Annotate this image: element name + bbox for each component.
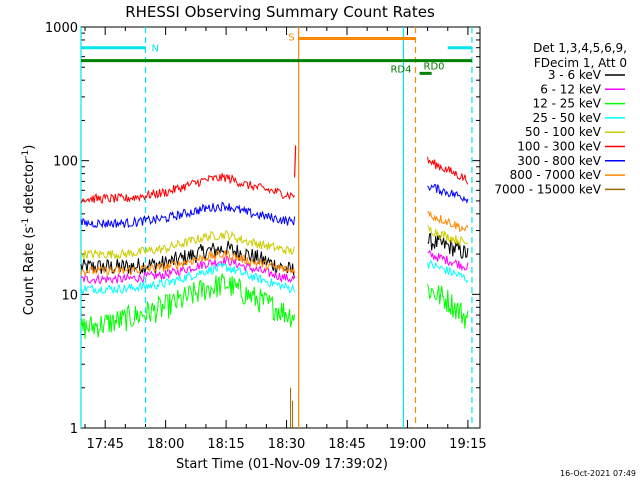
series-line	[427, 283, 469, 329]
x-tick-label: 17:45	[86, 437, 123, 452]
y-tick-label: 1000	[45, 21, 78, 36]
y-axis-label-sup1: -1	[21, 218, 31, 227]
legend-entry-label: 100 - 300 keV	[517, 140, 601, 154]
x-tick-label: 18:15	[207, 437, 244, 452]
x-axis-label: Start Time (01-Nov-09 17:39:02)	[176, 457, 388, 472]
plot-area-border	[80, 26, 481, 429]
x-tick-label: 18:00	[147, 437, 184, 452]
y-axis-label: Count Rate (s-1 detector-1)	[21, 145, 37, 316]
y-axis-label-mid: detector	[22, 158, 37, 218]
series-line	[80, 273, 296, 340]
series-line	[427, 156, 469, 185]
axis-ticks	[81, 27, 480, 429]
series-line	[427, 232, 469, 260]
series-line	[80, 229, 296, 261]
series-spike	[294, 145, 297, 178]
y-axis-label-sup2: -1	[21, 150, 31, 159]
y-tick-label: 100	[53, 155, 78, 170]
y-tick-label: 10	[61, 288, 78, 303]
series-line	[80, 201, 296, 229]
flag-label: RD4	[390, 65, 411, 76]
series-line	[80, 173, 296, 205]
legend-entry-label: 25 - 50 keV	[533, 111, 602, 125]
legend-entry-label: 3 - 6 keV	[548, 68, 602, 82]
series-line	[427, 210, 469, 233]
legend-entry-label: 7000 - 15000 keV	[494, 182, 601, 196]
legend-entry-label: 12 - 25 keV	[533, 97, 602, 111]
flag-label: N	[151, 44, 158, 55]
series-line	[427, 259, 469, 284]
x-tick-label: 18:45	[328, 437, 365, 452]
legend-entry-label: 800 - 7000 keV	[510, 168, 602, 182]
series-line	[80, 262, 296, 295]
x-tick-label: 19:15	[449, 437, 486, 452]
legend-entry-label: 300 - 800 keV	[517, 154, 601, 168]
x-tick-label: 18:30	[268, 437, 305, 452]
legend-header-line: Det 1,3,4,5,6,9,	[533, 41, 627, 55]
series-line	[427, 249, 469, 272]
x-tick-label: 19:00	[389, 437, 426, 452]
series-line	[80, 249, 296, 277]
y-axis-label-end: )	[22, 145, 37, 150]
flag-label: S	[288, 33, 294, 44]
y-tick-labels: 1 10 100 1000	[45, 21, 78, 437]
series-group	[80, 145, 469, 428]
legend-entry-label: 6 - 12 keV	[540, 82, 602, 96]
legend-header-line: FDecim 1, Att 0	[534, 56, 627, 70]
series-line	[427, 183, 469, 204]
y-axis-label-main: Count Rate (s	[22, 227, 37, 316]
footer-date: 16-Oct-2021 07:49	[560, 469, 636, 478]
x-tick-labels: 17:45 18:00 18:15 18:30 18:45 19:00 19:15	[86, 437, 486, 452]
flag-label: RD0	[424, 61, 445, 72]
legend: Det 1,3,4,5,6,9,FDecim 1, Att 03 - 6 keV…	[494, 41, 627, 196]
series-line	[427, 225, 469, 247]
chart-title: RHESSI Observing Summary Count Rates	[125, 3, 435, 21]
vertical-markers	[80, 27, 473, 428]
flag-bars: N S RD4 RD0	[81, 33, 472, 76]
series-line	[80, 255, 296, 285]
plot-frame	[80, 26, 481, 429]
legend-entry-label: 50 - 100 keV	[525, 125, 602, 139]
y-tick-label: 1	[70, 422, 78, 437]
